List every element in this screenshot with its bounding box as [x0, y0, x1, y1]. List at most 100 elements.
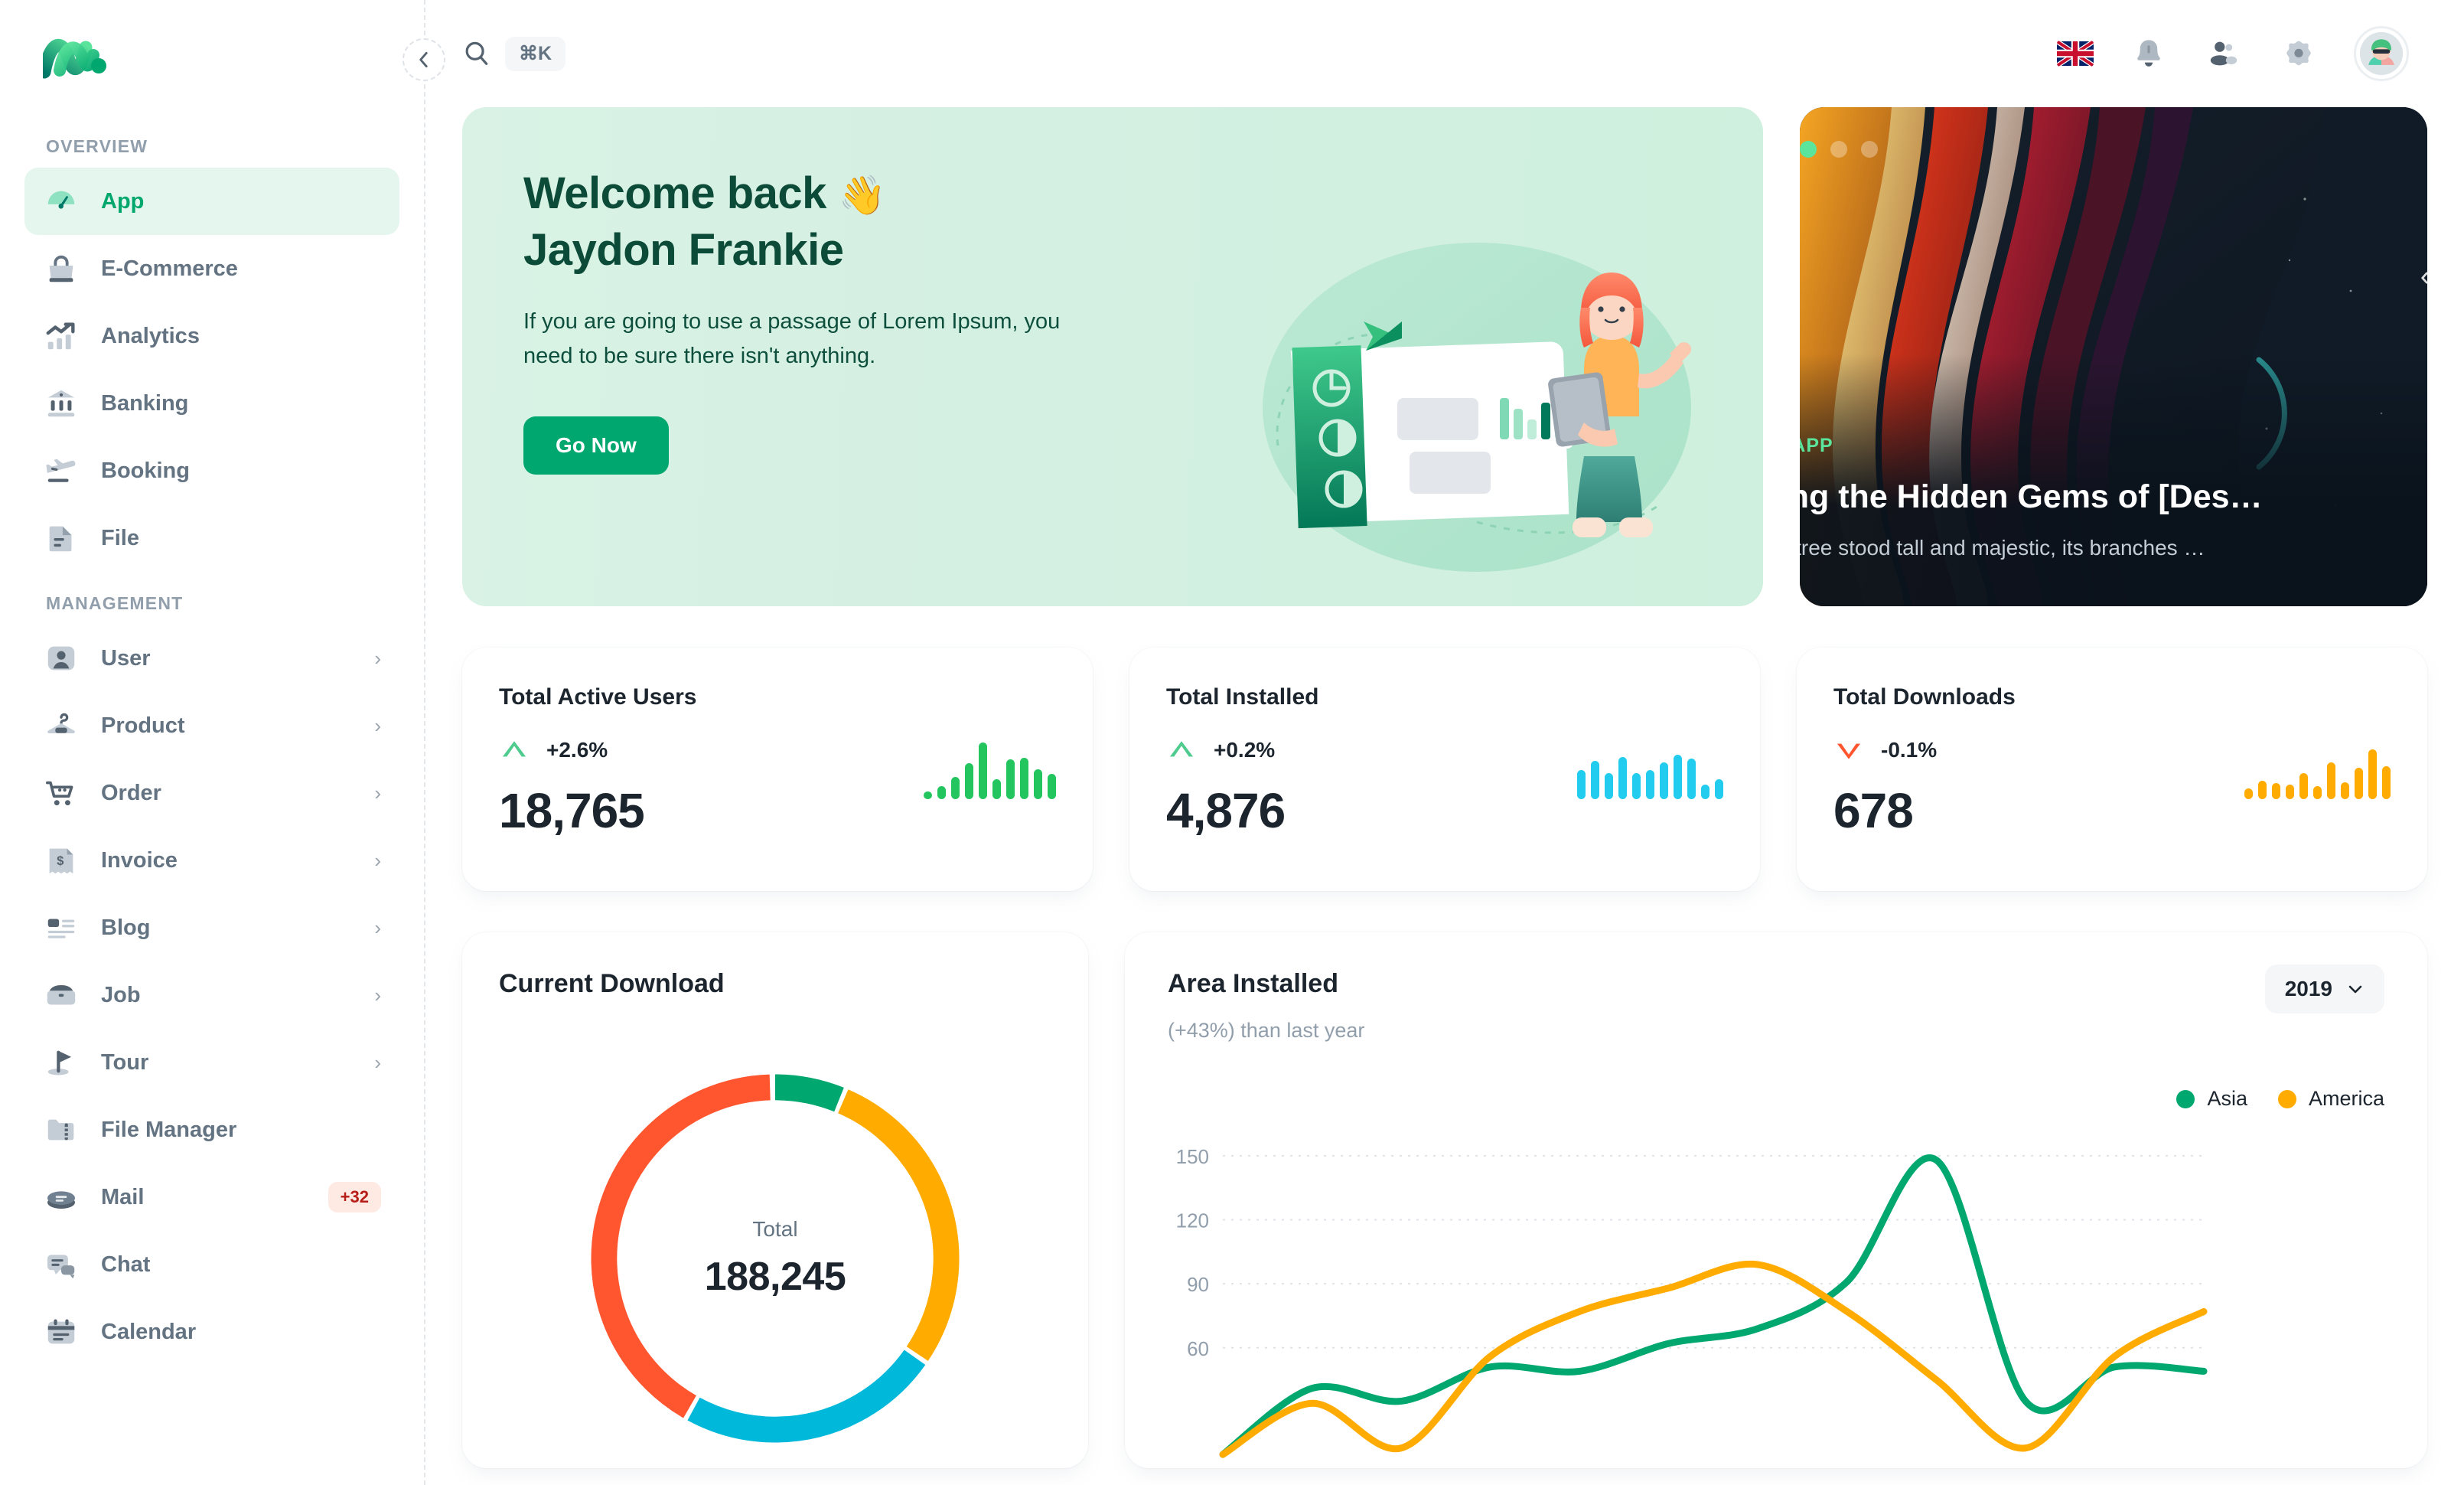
legend-item-asia[interactable]: Asia — [2176, 1087, 2247, 1111]
legend-label: Asia — [2207, 1087, 2247, 1110]
file-manager-folder-icon — [43, 1111, 80, 1148]
featured-gradient-overlay — [1800, 354, 2427, 606]
ecommerce-bag-icon — [43, 250, 80, 287]
donut-chart[interactable]: Total 188,245 — [576, 1059, 974, 1457]
carousel-dots — [1800, 141, 2427, 158]
sidebar-item-banking[interactable]: Banking — [24, 370, 399, 437]
stat-percent: -0.1% — [1881, 738, 1938, 762]
svg-text:120: 120 — [1176, 1209, 1209, 1232]
welcome-username: Jaydon Frankie — [523, 225, 844, 276]
topbar-actions — [2057, 26, 2409, 81]
legend-label: America — [2308, 1087, 2384, 1110]
chevron-right-icon: › — [374, 916, 381, 939]
sidebar-item-blog[interactable]: Blog › — [24, 894, 399, 961]
carousel-navigation: ‹ › — [2420, 260, 2427, 293]
svg-text:150: 150 — [1176, 1145, 1209, 1168]
search-button[interactable]: ⌘K — [462, 36, 566, 71]
wave-emoji: 👋 — [838, 174, 886, 217]
donut-center-label: Total 188,245 — [576, 1059, 974, 1457]
sidebar-item-label: Product — [101, 713, 185, 738]
chevron-right-icon: › — [374, 782, 381, 805]
blog-icon — [43, 909, 80, 946]
legend-swatch — [2176, 1089, 2195, 1108]
sidebar-item-order[interactable]: Order › — [24, 759, 399, 827]
gear-icon[interactable] — [2279, 34, 2319, 73]
sidebar-item-label: Chat — [101, 1252, 151, 1277]
sidebar-item-invoice[interactable]: $ Invoice › — [24, 827, 399, 894]
panel-title: Current Download — [499, 969, 725, 998]
chevron-right-icon: › — [374, 849, 381, 872]
legend-swatch — [2277, 1089, 2296, 1108]
file-icon — [43, 520, 80, 556]
chat-bubble-icon — [43, 1246, 80, 1283]
chart-legend: Asia America — [2176, 1087, 2384, 1111]
year-select[interactable]: 2019 — [2264, 964, 2384, 1013]
sidebar-item-user[interactable]: User › — [24, 625, 399, 692]
chevron-right-icon: › — [374, 1051, 381, 1074]
panel-title: Area Installed — [1168, 969, 1338, 998]
stat-trend: +0.2% — [1166, 735, 1723, 765]
sparkline-chart — [924, 738, 1056, 799]
welcome-heading: Welcome back 👋 Jaydon Frankie — [523, 165, 1763, 279]
welcome-description: If you are going to use a passage of Lor… — [523, 309, 1061, 369]
sparkline-chart — [2244, 738, 2391, 799]
featured-description: The old oak tree stood tall and majestic… — [1800, 536, 2205, 560]
stat-title: Total Active Users — [499, 684, 697, 710]
welcome-greeting: Welcome back — [523, 168, 839, 218]
sidebar-item-app[interactable]: App — [24, 168, 399, 235]
sidebar-item-label: Booking — [101, 458, 190, 483]
carousel-dot-3[interactable] — [1861, 141, 1878, 158]
dashboard-row-top: Welcome back 👋 Jaydon Frankie If you are… — [462, 107, 2427, 606]
main-content: ⌘K — [425, 0, 2464, 1485]
panel-subtitle: (+43%) than last year — [1168, 1019, 1365, 1042]
sidebar-item-booking[interactable]: Booking — [24, 437, 399, 504]
chevron-right-icon: › — [374, 647, 381, 670]
carousel-dot-2[interactable] — [1830, 141, 1847, 158]
donut-chart-svg — [591, 1074, 960, 1443]
trend-down-icon — [1837, 743, 1860, 759]
app-logo[interactable] — [24, 0, 399, 115]
contacts-icon[interactable] — [2204, 34, 2244, 73]
svg-text:$: $ — [57, 854, 64, 868]
bell-icon[interactable] — [2129, 34, 2169, 73]
sidebar-item-product[interactable]: Product › — [24, 692, 399, 759]
sidebar-collapse-button[interactable] — [403, 38, 445, 81]
donut-total-value: 188,245 — [704, 1255, 846, 1299]
woman-with-dashboard-illustration — [1263, 243, 1692, 572]
user-icon — [43, 640, 80, 677]
sidebar-item-file-manager[interactable]: File Manager — [24, 1096, 399, 1164]
go-now-button[interactable]: Go Now — [523, 416, 669, 475]
sidebar-item-chat[interactable]: Chat — [24, 1231, 399, 1298]
area-installed-line-chart[interactable]: 60 90 120 150 — [1155, 1124, 2211, 1468]
sidebar-item-mail[interactable]: Mail +32 — [24, 1164, 399, 1231]
avatar[interactable] — [2354, 26, 2409, 81]
chevron-right-icon: › — [374, 984, 381, 1007]
uk-flag-icon[interactable] — [2057, 41, 2094, 67]
search-shortcut-key: ⌘K — [505, 36, 566, 71]
stat-card-total-installed: Total Installed +0.2% 4,876 — [1129, 648, 1760, 891]
sidebar-item-label: App — [101, 188, 145, 214]
sidebar-item-e-commerce[interactable]: E-Commerce — [24, 235, 399, 302]
sidebar-item-job[interactable]: Job › — [24, 961, 399, 1029]
stat-card-total-downloads: Total Downloads -0.1% 678 — [1797, 648, 2427, 891]
stat-title: Total Installed — [1166, 684, 1319, 710]
sidebar-item-file[interactable]: File — [24, 504, 399, 572]
sidebar-item-label: E-Commerce — [101, 256, 238, 281]
analytics-chart-icon — [43, 318, 80, 354]
sidebar-item-tour[interactable]: Tour › — [24, 1029, 399, 1096]
product-hanger-icon — [43, 707, 80, 744]
sidebar-item-calendar[interactable]: Calendar — [24, 1298, 399, 1366]
stat-trend: -0.1% — [1833, 735, 2391, 765]
carousel-prev-button[interactable]: ‹ — [2420, 260, 2427, 293]
featured-title[interactable]: Exploring the Hidden Gems of [Des… — [1800, 478, 2263, 515]
sidebar-item-analytics[interactable]: Analytics — [24, 302, 399, 370]
stat-cards-row: Total Active Users +2.6% 18,765 Total In… — [462, 648, 2427, 891]
sidebar-item-label: Blog — [101, 915, 151, 940]
legend-item-america[interactable]: America — [2277, 1087, 2384, 1111]
mail-envelope-icon — [43, 1179, 80, 1216]
featured-app-carousel[interactable]: ‹ › FEATURED APP Exploring the Hidden Ge… — [1800, 107, 2427, 606]
sidebar-item-label: Job — [101, 982, 141, 1007]
featured-kicker: FEATURED APP — [1800, 435, 1833, 456]
carousel-dot-1[interactable] — [1800, 141, 1817, 158]
sidebar-item-label: User — [101, 645, 151, 671]
